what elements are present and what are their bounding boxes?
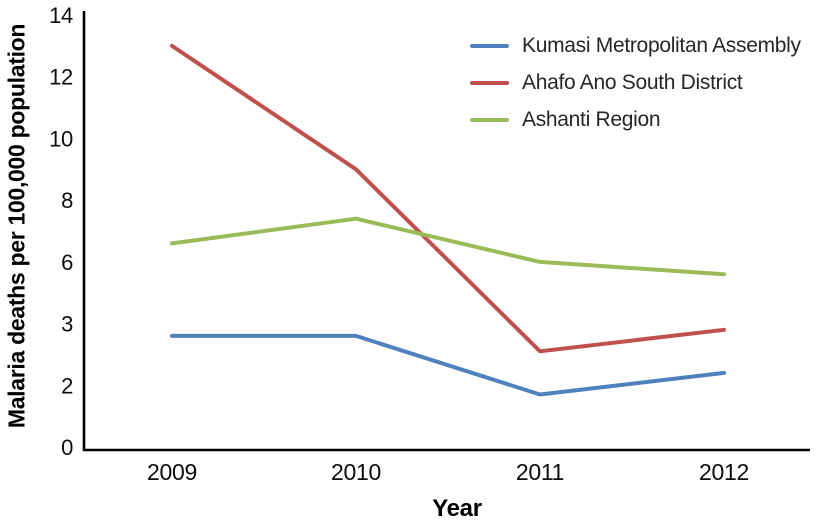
- legend-item: Ashanti Region: [470, 106, 801, 134]
- y-tick-label: 6: [61, 250, 73, 275]
- legend-item: Kumasi Metropolitan Assembly: [470, 32, 801, 60]
- x-tick-label: 2010: [331, 459, 381, 485]
- x-tick-label: 2012: [699, 459, 749, 485]
- legend-label: Kumasi Metropolitan Assembly: [522, 34, 801, 57]
- y-tick-label: 8: [61, 188, 73, 213]
- axis-lines: [82, 11, 810, 452]
- legend-line-swatch: [470, 44, 509, 48]
- legend-label: Ahafo Ano South District: [522, 71, 743, 94]
- series-line-kumasi-metropolitan-assembly: [170, 333, 726, 397]
- legend-line-swatch: [470, 81, 509, 85]
- y-tick-label: 12: [49, 65, 73, 90]
- x-tick-label: 2011: [516, 459, 564, 485]
- y-axis-title: Malaria deaths per 100,000 population: [3, 23, 30, 429]
- x-axis-title: Year: [432, 495, 482, 522]
- x-tick-label: 2009: [147, 459, 197, 485]
- y-tick-label: 0: [61, 435, 73, 460]
- series-line-ashanti-region: [170, 216, 726, 277]
- y-tick-label: 3: [61, 312, 73, 337]
- series-line-ahafo-ano-south-district: [170, 43, 726, 354]
- legend-label: Ashanti Region: [522, 108, 661, 131]
- legend-line-swatch: [470, 118, 509, 122]
- chart-legend: Kumasi Metropolitan Assembly Ahafo Ano S…: [470, 32, 801, 143]
- legend-item: Ahafo Ano South District: [470, 69, 801, 97]
- y-tick-label: 14: [49, 3, 73, 28]
- y-tick-label: 2: [61, 373, 73, 398]
- y-tick-label: 10: [49, 126, 73, 151]
